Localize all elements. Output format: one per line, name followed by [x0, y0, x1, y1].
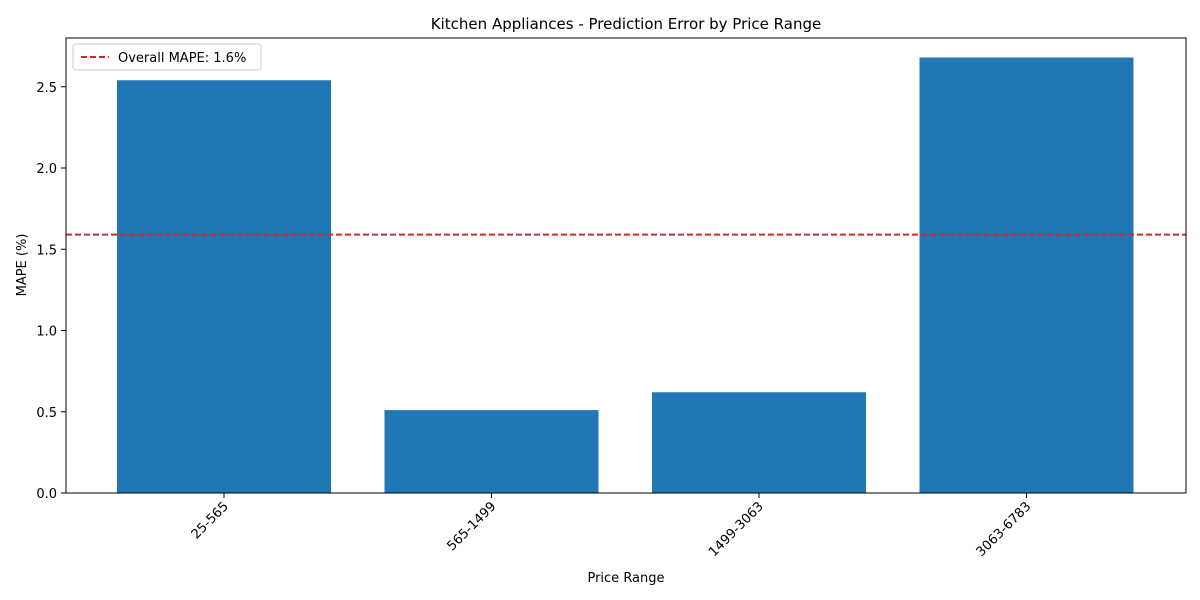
y-tick-label: 2.0: [36, 162, 57, 177]
x-tick-label: 3063-6783: [974, 499, 1035, 560]
bars-group: [117, 57, 1134, 493]
y-axis-label: MAPE (%): [15, 234, 30, 297]
y-tick-label: 2.5: [36, 81, 57, 96]
x-tick-label: 565-1499: [444, 499, 499, 554]
legend-label: Overall MAPE: 1.6%: [118, 51, 246, 66]
x-tick-label: 1499-3063: [706, 499, 767, 560]
x-axis-label: Price Range: [587, 571, 664, 586]
plot-frame: [65, 37, 1187, 494]
legend: Overall MAPE: 1.6%: [72, 43, 262, 71]
bar-3063-6783: [919, 57, 1134, 493]
y-tick-label: 1.5: [36, 243, 57, 258]
legend-box: [72, 43, 262, 71]
y-tick-label: 0.0: [36, 487, 57, 502]
y-tick-label: 0.5: [36, 406, 57, 421]
bar-1499-3063: [652, 392, 866, 493]
y-axis: 0.0 0.5 1.0 1.5 2.0 2.5: [36, 81, 66, 502]
y-tick-label: 1.0: [36, 325, 57, 340]
chart-title: Kitchen Appliances - Prediction Error by…: [431, 15, 821, 33]
bar-25-565: [117, 80, 331, 493]
x-axis: 25-565 565-1499 1499-3063 3063-6783: [189, 493, 1035, 560]
x-tick-label: 25-565: [189, 499, 232, 542]
bar-565-1499: [384, 410, 599, 493]
